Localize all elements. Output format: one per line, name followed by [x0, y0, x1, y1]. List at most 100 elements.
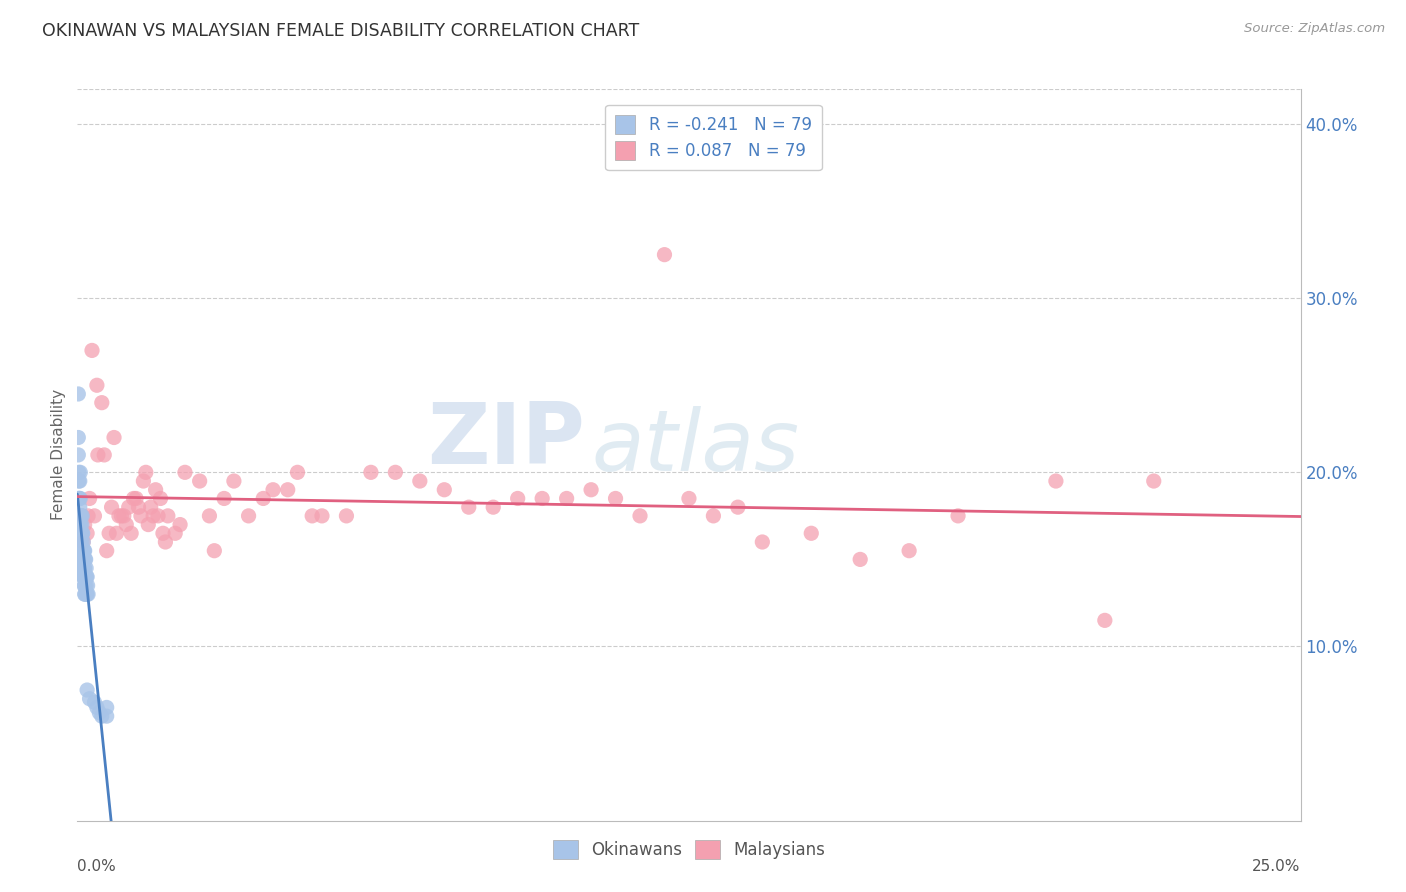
- Point: [145, 483, 167, 497]
- Point: [409, 474, 432, 488]
- Point: [898, 543, 921, 558]
- Point: [73, 552, 96, 566]
- Point: [69, 517, 91, 532]
- Point: [69, 500, 91, 515]
- Point: [72, 552, 94, 566]
- Point: [98, 526, 121, 541]
- Point: [73, 543, 96, 558]
- Point: [849, 552, 872, 566]
- Point: [69, 508, 91, 523]
- Point: [70, 535, 93, 549]
- Point: [120, 526, 142, 541]
- Point: [946, 508, 969, 523]
- Point: [79, 691, 101, 706]
- Point: [75, 552, 97, 566]
- Point: [727, 500, 749, 515]
- Point: [67, 508, 90, 523]
- Point: [146, 508, 169, 523]
- Text: OKINAWAN VS MALAYSIAN FEMALE DISABILITY CORRELATION CHART: OKINAWAN VS MALAYSIAN FEMALE DISABILITY …: [42, 22, 640, 40]
- Point: [77, 587, 100, 601]
- Point: [125, 491, 148, 506]
- Point: [76, 587, 98, 601]
- Point: [73, 578, 96, 592]
- Point: [69, 543, 91, 558]
- Point: [262, 483, 284, 497]
- Point: [103, 430, 125, 444]
- Point: [86, 700, 108, 714]
- Point: [169, 517, 191, 532]
- Point: [70, 543, 93, 558]
- Point: [105, 526, 128, 541]
- Point: [96, 700, 118, 714]
- Point: [73, 570, 96, 584]
- Point: [152, 526, 174, 541]
- Point: [605, 491, 627, 506]
- Point: [287, 466, 309, 480]
- Point: [69, 508, 91, 523]
- Point: [335, 508, 357, 523]
- Point: [75, 587, 97, 601]
- Point: [83, 508, 105, 523]
- Point: [96, 543, 118, 558]
- Point: [72, 552, 94, 566]
- Point: [90, 709, 112, 723]
- Point: [70, 517, 93, 532]
- Point: [72, 570, 94, 584]
- Point: [69, 466, 91, 480]
- Legend: Okinawans, Malaysians: Okinawans, Malaysians: [544, 831, 834, 867]
- Point: [90, 395, 112, 409]
- Point: [70, 526, 93, 541]
- Point: [188, 474, 211, 488]
- Point: [69, 526, 91, 541]
- Point: [70, 561, 93, 575]
- Point: [384, 466, 406, 480]
- Point: [69, 526, 91, 541]
- Point: [118, 500, 141, 515]
- Point: [93, 448, 115, 462]
- Point: [70, 526, 93, 541]
- Point: [301, 508, 323, 523]
- Text: atlas: atlas: [591, 406, 799, 489]
- Point: [142, 508, 165, 523]
- Point: [69, 474, 91, 488]
- Point: [311, 508, 333, 523]
- Point: [555, 491, 578, 506]
- Point: [360, 466, 382, 480]
- Point: [73, 587, 96, 601]
- Point: [73, 578, 96, 592]
- Point: [70, 543, 93, 558]
- Point: [222, 474, 245, 488]
- Point: [72, 535, 94, 549]
- Point: [67, 474, 90, 488]
- Point: [96, 709, 118, 723]
- Point: [69, 491, 91, 506]
- Point: [72, 543, 94, 558]
- Point: [67, 517, 90, 532]
- Point: [72, 526, 94, 541]
- Point: [73, 570, 96, 584]
- Point: [77, 508, 100, 523]
- Point: [72, 561, 94, 575]
- Point: [69, 535, 91, 549]
- Point: [67, 491, 90, 506]
- Point: [75, 578, 97, 592]
- Point: [110, 508, 132, 523]
- Text: 25.0%: 25.0%: [1253, 859, 1301, 874]
- Point: [76, 587, 98, 601]
- Point: [108, 508, 131, 523]
- Point: [156, 508, 179, 523]
- Point: [506, 491, 529, 506]
- Point: [115, 517, 138, 532]
- Point: [67, 491, 90, 506]
- Point: [702, 508, 724, 523]
- Point: [127, 500, 149, 515]
- Point: [654, 247, 676, 261]
- Point: [75, 552, 97, 566]
- Point: [73, 517, 96, 532]
- Point: [112, 508, 135, 523]
- Point: [75, 570, 97, 584]
- Text: ZIP: ZIP: [427, 399, 585, 482]
- Point: [800, 526, 823, 541]
- Point: [70, 526, 93, 541]
- Point: [73, 561, 96, 575]
